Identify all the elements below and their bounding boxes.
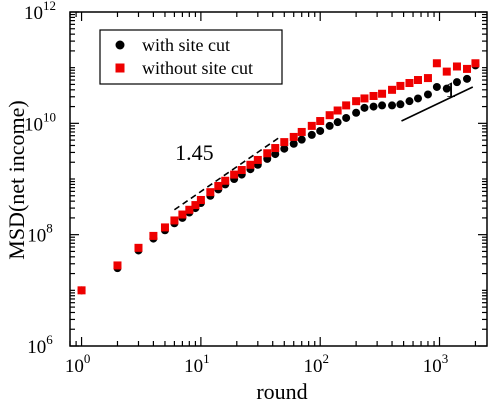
data-point-without-site-cut xyxy=(237,166,246,175)
data-point-without-site-cut xyxy=(77,286,86,295)
x-axis-label: round xyxy=(256,379,307,402)
data-point-with-site-cut xyxy=(360,103,369,112)
data-point-without-site-cut xyxy=(452,62,461,71)
data-point-with-site-cut xyxy=(289,139,298,148)
x-tick-label: 102 xyxy=(303,351,329,377)
data-point-without-site-cut xyxy=(442,67,451,76)
legend-label: with site cut xyxy=(142,35,230,55)
data-point-with-site-cut xyxy=(452,78,461,87)
data-point-with-site-cut xyxy=(333,118,342,127)
legend-box xyxy=(99,29,283,85)
data-point-with-site-cut xyxy=(271,150,280,159)
data-point-without-site-cut xyxy=(170,216,179,225)
y-axis-label: MSD(net income) xyxy=(4,100,29,259)
y-tick-label: 1012 xyxy=(24,0,56,24)
data-point-without-site-cut xyxy=(113,261,122,270)
data-point-without-site-cut xyxy=(471,59,480,68)
data-point-without-site-cut xyxy=(369,91,378,100)
data-point-without-site-cut xyxy=(388,85,397,94)
data-point-with-site-cut xyxy=(297,135,306,144)
data-point-without-site-cut xyxy=(396,81,405,90)
data-point-with-site-cut xyxy=(405,97,414,106)
data-point-without-site-cut xyxy=(185,205,194,214)
data-point-without-site-cut xyxy=(206,188,215,197)
y-tick-label: 1010 xyxy=(24,109,56,135)
data-point-without-site-cut xyxy=(191,201,200,210)
data-point-without-site-cut xyxy=(271,144,280,153)
data-point-with-site-cut xyxy=(432,82,441,91)
data-point-without-site-cut xyxy=(413,76,422,85)
data-point-with-site-cut xyxy=(307,130,316,139)
x-tick-label: 100 xyxy=(65,351,91,377)
data-point-without-site-cut xyxy=(221,176,230,185)
data-point-with-site-cut xyxy=(463,74,472,83)
data-point-without-site-cut xyxy=(178,210,187,219)
data-point-with-site-cut xyxy=(413,94,422,103)
data-point-with-site-cut xyxy=(342,113,351,122)
data-point-with-site-cut xyxy=(423,90,432,99)
data-point-without-site-cut xyxy=(134,243,143,252)
x-tick-label: 101 xyxy=(184,351,210,377)
data-point-without-site-cut xyxy=(378,89,387,98)
data-point-with-site-cut xyxy=(325,121,334,130)
slope-label: 1 xyxy=(445,77,456,102)
data-point-without-site-cut xyxy=(352,97,361,106)
legend-label: without site cut xyxy=(142,58,253,78)
data-point-without-site-cut xyxy=(289,132,298,141)
legend-marker-circle xyxy=(115,40,125,50)
data-point-with-site-cut xyxy=(316,126,325,135)
data-point-with-site-cut xyxy=(369,102,378,111)
data-point-without-site-cut xyxy=(360,94,369,103)
slope-label: 1.45 xyxy=(175,140,214,165)
data-point-without-site-cut xyxy=(196,195,205,204)
y-tick-label: 106 xyxy=(27,332,53,358)
data-point-without-site-cut xyxy=(230,170,239,179)
data-point-with-site-cut xyxy=(378,101,387,110)
data-point-with-site-cut xyxy=(280,144,289,153)
data-point-without-site-cut xyxy=(246,160,255,169)
data-point-without-site-cut xyxy=(307,121,316,130)
data-point-with-site-cut xyxy=(396,100,405,109)
data-point-with-site-cut xyxy=(352,108,361,117)
data-point-without-site-cut xyxy=(432,59,441,68)
data-point-without-site-cut xyxy=(280,138,289,147)
legend-marker-square xyxy=(115,63,125,73)
y-tick-label: 108 xyxy=(27,221,53,247)
data-point-without-site-cut xyxy=(214,181,223,190)
slope-line-solid xyxy=(401,86,474,122)
data-point-without-site-cut xyxy=(253,155,262,164)
data-point-without-site-cut xyxy=(263,149,272,158)
data-point-without-site-cut xyxy=(463,64,472,73)
data-point-without-site-cut xyxy=(160,223,169,232)
x-tick-label: 103 xyxy=(423,351,449,377)
data-point-without-site-cut xyxy=(297,127,306,136)
data-point-with-site-cut xyxy=(388,101,397,110)
data-point-with-site-cut xyxy=(442,84,451,93)
data-point-without-site-cut xyxy=(316,117,325,126)
data-point-without-site-cut xyxy=(405,79,414,88)
data-point-without-site-cut xyxy=(325,111,334,120)
data-point-without-site-cut xyxy=(149,231,158,240)
data-point-without-site-cut xyxy=(342,101,351,110)
slope-line-dashed xyxy=(173,137,280,211)
data-point-without-site-cut xyxy=(423,74,432,83)
data-point-without-site-cut xyxy=(333,106,342,115)
